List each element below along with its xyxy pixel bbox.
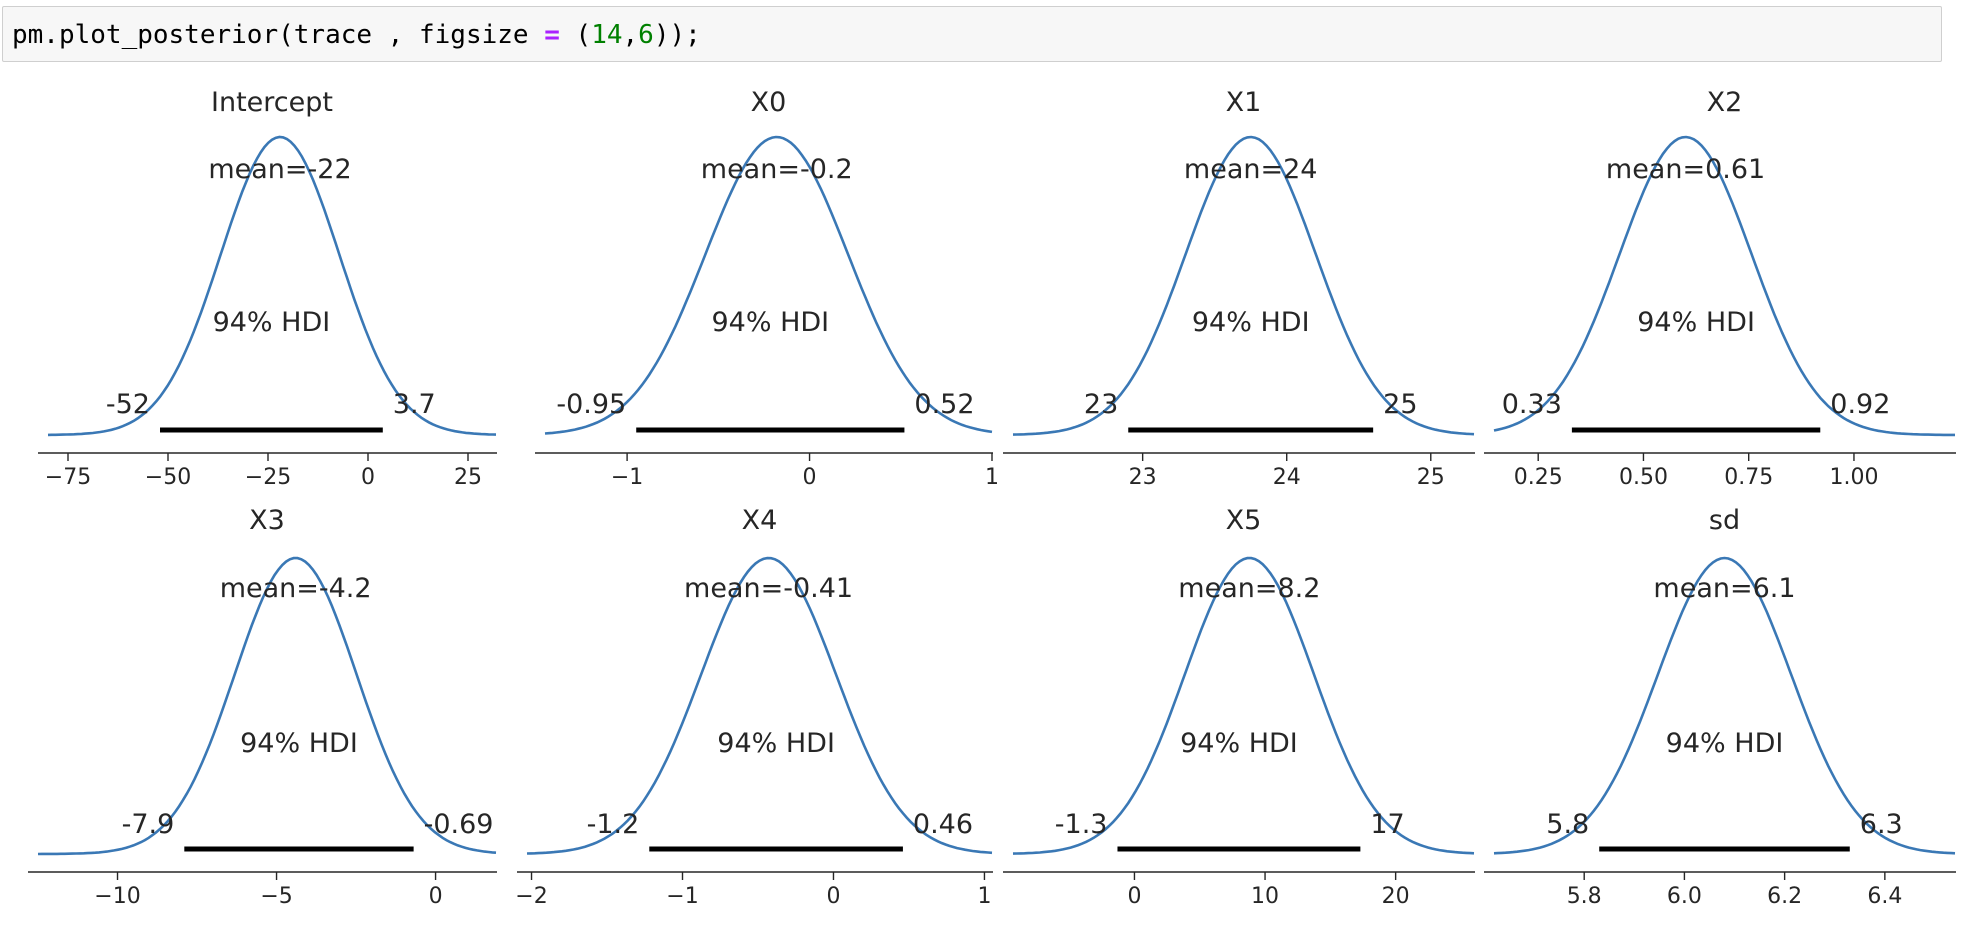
panel-title: X3 [249,505,285,536]
mean-label: mean=8.2 [1178,573,1320,604]
code-line: pm.plot_posterior(trace , figsize = (14,… [12,20,701,50]
code-token: = [544,20,560,50]
mean-label: mean=-0.41 [684,573,853,604]
hdi-label: 94% HDI [1180,728,1298,759]
hdi-upper-label: 17 [1370,809,1404,840]
hdi-label: 94% HDI [213,307,331,338]
mean-label: mean=-0.2 [701,154,853,185]
density-curve [544,135,993,435]
posterior-panel-sd: sd mean=6.1 94% HDI 5.8 6.3 5.8 6.0 6.2 6.4 [1484,505,1956,909]
code-token: )); [653,20,701,50]
code-token: , [622,20,639,50]
x-tick-label: −5 [260,884,292,909]
hdi-lower-label: 23 [1084,389,1118,420]
hdi-upper-label: -0.69 [424,809,494,840]
posterior-panel-x0: X0 mean=-0.2 94% HDI -0.95 0.52 −1 0 1 [535,87,999,490]
x-tick-label: 0 [826,884,840,909]
hdi-lower-label: 5.8 [1546,809,1589,840]
hdi-lower-label: -7.9 [122,809,175,840]
x-tick-label: −2 [515,884,547,909]
x-tick-label: 1.00 [1829,465,1878,490]
x-tick-label: 0 [429,884,443,909]
density-curve [47,135,497,437]
x-tick-label: 0.75 [1724,465,1773,490]
mean-label: mean=-4.2 [220,573,372,604]
x-tick-label: 1 [977,884,991,909]
x-tick-label: 24 [1273,465,1301,490]
hdi-upper-label: 25 [1383,389,1417,420]
hdi-label: 94% HDI [717,728,835,759]
hdi-label: 94% HDI [711,307,829,338]
x-tick-label: 6.2 [1767,884,1802,909]
density-curve [1012,556,1475,855]
posterior-panel-x3: X3 mean=-4.2 94% HDI -7.9 -0.69 −10 −5 0 [28,505,497,909]
posterior-panel-x2: X2 mean=0.61 94% HDI 0.33 0.92 0.25 0.50 0.75 1.… [1484,87,1956,490]
hdi-label: 94% HDI [240,728,358,759]
code-token: 6 [638,20,654,50]
x-tick-label: −1 [611,465,643,490]
x-tick-label: −10 [94,884,140,909]
x-tick-label: 23 [1129,465,1157,490]
panel-title: X5 [1226,505,1262,536]
mean-label: mean=6.1 [1653,573,1795,604]
hdi-upper-label: 6.3 [1860,809,1903,840]
x-tick-label: −75 [45,465,91,490]
x-tick-label: 0 [1127,884,1141,909]
mean-label: mean=-22 [208,154,351,185]
x-tick-label: 6.4 [1867,884,1902,909]
density-curve [1012,135,1475,436]
code-cell[interactable]: pm.plot_posterior(trace , figsize = (14,… [2,6,1942,62]
code-token: pm.plot_posterior(trace , figsize [12,20,545,50]
x-tick-label: 0.50 [1619,465,1668,490]
x-tick-label: 0 [361,465,375,490]
x-tick-label: 5.8 [1567,884,1602,909]
code-token: 14 [591,20,623,50]
density-curve [526,556,993,855]
panel-title: X0 [751,87,787,118]
posterior-panel-intercept: Intercept mean=-22 94% HDI -52 3.7 −75 −50 −25 0… [38,87,497,490]
hdi-lower-label: -1.2 [587,809,640,840]
hdi-lower-label: -0.95 [556,389,626,420]
x-tick-label: 0.25 [1514,465,1563,490]
hdi-lower-label: -1.3 [1055,809,1108,840]
posterior-panel-x1: X1 mean=24 94% HDI 23 25 23 24 25 [1003,87,1475,490]
x-tick-label: −25 [245,465,291,490]
mean-label: mean=24 [1184,154,1318,185]
x-tick-label: 25 [1417,465,1445,490]
hdi-lower-label: -52 [106,389,150,420]
x-tick-label: −1 [666,884,698,909]
code-token: ( [559,20,592,50]
x-tick-label: 0 [803,465,817,490]
hdi-label: 94% HDI [1637,307,1755,338]
panel-title: X4 [742,505,778,536]
hdi-upper-label: 0.46 [913,809,973,840]
panel-title: X1 [1226,87,1262,118]
posterior-panel-x5: X5 mean=8.2 94% HDI -1.3 17 0 10 20 [1003,505,1475,909]
panel-title: X2 [1707,87,1743,118]
x-tick-label: 1 [985,465,999,490]
x-tick-label: 6.0 [1667,884,1702,909]
hdi-upper-label: 0.52 [914,389,974,420]
panel-title: sd [1709,505,1740,536]
x-tick-label: 10 [1251,884,1279,909]
x-tick-label: −50 [145,465,191,490]
hdi-lower-label: 0.33 [1502,389,1562,420]
density-curve [37,556,497,856]
density-curve [1493,135,1955,437]
x-tick-label: 25 [454,465,482,490]
panel-title: Intercept [211,87,333,118]
density-curve [1493,556,1956,855]
hdi-upper-label: 0.92 [1830,389,1890,420]
hdi-label: 94% HDI [1192,307,1310,338]
posterior-panel-x4: X4 mean=-0.41 94% HDI -1.2 0.46 −2 −1 0 1 [515,505,993,909]
mean-label: mean=0.61 [1606,154,1765,185]
x-tick-label: 20 [1382,884,1410,909]
hdi-label: 94% HDI [1666,728,1784,759]
hdi-upper-label: 3.7 [393,389,436,420]
